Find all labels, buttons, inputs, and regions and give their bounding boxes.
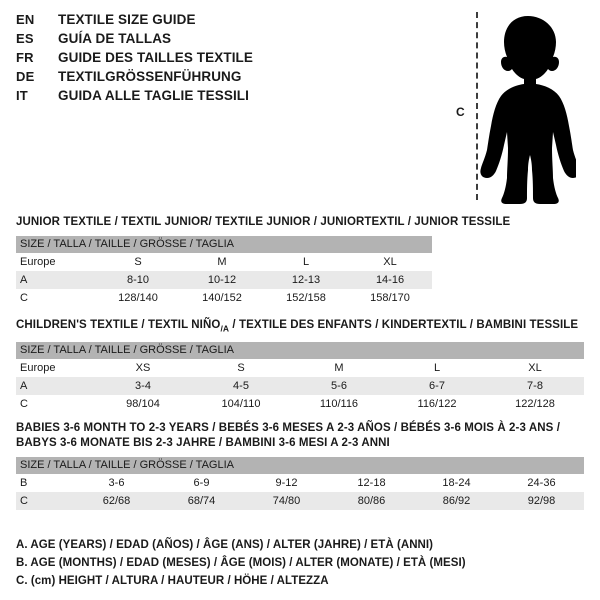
legend-row-a: A. AGE (YEARS) / EDAD (AÑOS) / ÂGE (ANS)…: [16, 539, 434, 551]
junior-cell: 152/158: [264, 289, 348, 307]
babies-cell: 24-36: [499, 474, 584, 492]
junior-size-bar-label: SIZE / TALLA / TAILLE / GRÖSSE / TAGLIA: [16, 236, 433, 253]
babies-row-label-c: C: [16, 492, 74, 510]
language-code-de: DE: [16, 69, 35, 84]
junior-cell: 8-10: [96, 271, 180, 289]
children-section-title: CHILDREN'S TEXTILE / TEXTIL NIÑO/A / TEX…: [16, 318, 584, 336]
junior-cell: 140/152: [180, 289, 264, 307]
language-row-de: DE TEXTILGRÖSSENFÜHRUNG: [16, 69, 436, 88]
babies-row-label-b: B: [16, 474, 74, 492]
babies-cell: 86/92: [414, 492, 499, 510]
legend-row-b: B. AGE (MONTHS) / EDAD (MESES) / ÂGE (MO…: [16, 557, 466, 569]
children-row-label-c: C: [16, 395, 94, 414]
legend-row-c: C. (cm) HEIGHT / ALTURA / HAUTEUR / HÖHE…: [16, 575, 329, 587]
table-row: A 8-10 10-12 12-13 14-16: [16, 271, 433, 289]
language-header: EN TEXTILE SIZE GUIDE ES GUÍA DE TALLAS …: [16, 12, 436, 107]
language-row-es: ES GUÍA DE TALLAS: [16, 31, 436, 50]
language-row-it: IT GUIDA ALLE TAGLIE TESSILI: [16, 88, 436, 107]
babies-cell: 18-24: [414, 474, 499, 492]
children-title-post: / TEXTILE DES ENFANTS / KINDERTEXTIL / B…: [229, 319, 579, 331]
children-cell: 98/104: [94, 395, 192, 414]
language-text-es: GUÍA DE TALLAS: [58, 31, 172, 46]
children-cell: 122/128: [486, 395, 585, 414]
junior-cell: 128/140: [96, 289, 180, 307]
section-childrens-textile: CHILDREN'S TEXTILE / TEXTIL NIÑO/A / TEX…: [16, 318, 585, 414]
table-row: C 62/68 68/74 74/80 80/86 86/92 92/98: [16, 492, 584, 510]
babies-section-title-line2: BABYS 3-6 MONATE BIS 2-3 JAHRE / BAMBINI…: [16, 437, 390, 449]
children-size-bar-label: SIZE / TALLA / TAILLE / GRÖSSE / TAGLIA: [16, 342, 585, 360]
babies-size-table: SIZE / TALLA / TAILLE / GRÖSSE / TAGLIA …: [16, 457, 584, 510]
babies-size-bar-label: SIZE / TALLA / TAILLE / GRÖSSE / TAGLIA: [16, 457, 584, 474]
table-row: Europe XS S M L XL: [16, 359, 585, 378]
junior-size-table: SIZE / TALLA / TAILLE / GRÖSSE / TAGLIA …: [16, 236, 433, 307]
babies-cell: 62/68: [74, 492, 159, 510]
language-code-es: ES: [16, 31, 34, 46]
babies-cell: 12-18: [329, 474, 414, 492]
children-cell: XL: [486, 359, 585, 378]
measurement-legend: A. AGE (YEARS) / EDAD (AÑOS) / ÂGE (ANS)…: [16, 536, 536, 590]
junior-row-label-c: C: [16, 289, 96, 307]
babies-section-title-line1: BABIES 3-6 MONTH TO 2-3 YEARS / BEBÉS 3-…: [16, 422, 560, 434]
junior-cell: S: [96, 253, 180, 271]
language-text-en: TEXTILE SIZE GUIDE: [58, 12, 196, 27]
children-cell: 110/116: [290, 395, 388, 414]
junior-cell: 12-13: [264, 271, 348, 289]
junior-section-title: JUNIOR TEXTILE / TEXTIL JUNIOR/ TEXTILE …: [16, 216, 511, 228]
children-cell: 7-8: [486, 377, 585, 396]
table-row: C 98/104 104/110 110/116 116/122 122/128: [16, 395, 585, 414]
babies-cell: 3-6: [74, 474, 159, 492]
height-dashed-line: [476, 12, 478, 200]
children-row-label-a: A: [16, 377, 94, 396]
language-row-en: EN TEXTILE SIZE GUIDE: [16, 12, 436, 31]
children-title-subscript: /A: [220, 323, 230, 334]
junior-cell: 158/170: [348, 289, 433, 307]
language-code-it: IT: [16, 88, 28, 103]
junior-cell: XL: [348, 253, 433, 271]
babies-size-bar-row: SIZE / TALLA / TAILLE / GRÖSSE / TAGLIA: [16, 457, 584, 474]
language-text-fr: GUIDE DES TAILLES TEXTILE: [58, 50, 254, 65]
children-title-pre: CHILDREN'S TEXTILE / TEXTIL NIÑO: [16, 319, 221, 331]
babies-cell: 80/86: [329, 492, 414, 510]
section-babies-textile: BABIES 3-6 MONTH TO 2-3 YEARS / BEBÉS 3-…: [16, 421, 584, 510]
junior-cell: L: [264, 253, 348, 271]
babies-cell: 9-12: [244, 474, 329, 492]
babies-cell: 6-9: [159, 474, 244, 492]
junior-cell: M: [180, 253, 264, 271]
table-row: A 3-4 4-5 5-6 6-7 7-8: [16, 377, 585, 396]
children-cell: 116/122: [388, 395, 486, 414]
babies-cell: 92/98: [499, 492, 584, 510]
children-cell: M: [290, 359, 388, 378]
language-code-fr: FR: [16, 50, 34, 65]
children-cell: S: [192, 359, 290, 378]
junior-cell: 14-16: [348, 271, 433, 289]
section-junior-textile: JUNIOR TEXTILE / TEXTIL JUNIOR/ TEXTILE …: [16, 215, 510, 307]
junior-size-bar-row: SIZE / TALLA / TAILLE / GRÖSSE / TAGLIA: [16, 236, 433, 253]
babies-cell: 68/74: [159, 492, 244, 510]
language-code-en: EN: [16, 12, 35, 27]
height-measure-label: C: [456, 105, 465, 119]
children-cell: 4-5: [192, 377, 290, 396]
children-cell: 6-7: [388, 377, 486, 396]
junior-cell: 10-12: [180, 271, 264, 289]
junior-row-label-europe: Europe: [16, 253, 96, 271]
children-row-label-europe: Europe: [16, 359, 94, 378]
height-measure-figure: C: [440, 0, 600, 210]
children-cell: 104/110: [192, 395, 290, 414]
children-cell: L: [388, 359, 486, 378]
children-cell: 5-6: [290, 377, 388, 396]
children-cell: XS: [94, 359, 192, 378]
table-row: B 3-6 6-9 9-12 12-18 18-24 24-36: [16, 474, 584, 492]
table-row: C 128/140 140/152 152/158 158/170: [16, 289, 433, 307]
junior-row-label-a: A: [16, 271, 96, 289]
table-row: Europe S M L XL: [16, 253, 433, 271]
language-row-fr: FR GUIDE DES TAILLES TEXTILE: [16, 50, 436, 69]
children-size-table: SIZE / TALLA / TAILLE / GRÖSSE / TAGLIA …: [16, 342, 585, 414]
babies-cell: 74/80: [244, 492, 329, 510]
language-text-it: GUIDA ALLE TAGLIE TESSILI: [58, 88, 249, 103]
children-size-bar-row: SIZE / TALLA / TAILLE / GRÖSSE / TAGLIA: [16, 342, 585, 360]
language-text-de: TEXTILGRÖSSENFÜHRUNG: [58, 69, 242, 84]
toddler-silhouette-icon: [480, 16, 576, 204]
children-cell: 3-4: [94, 377, 192, 396]
